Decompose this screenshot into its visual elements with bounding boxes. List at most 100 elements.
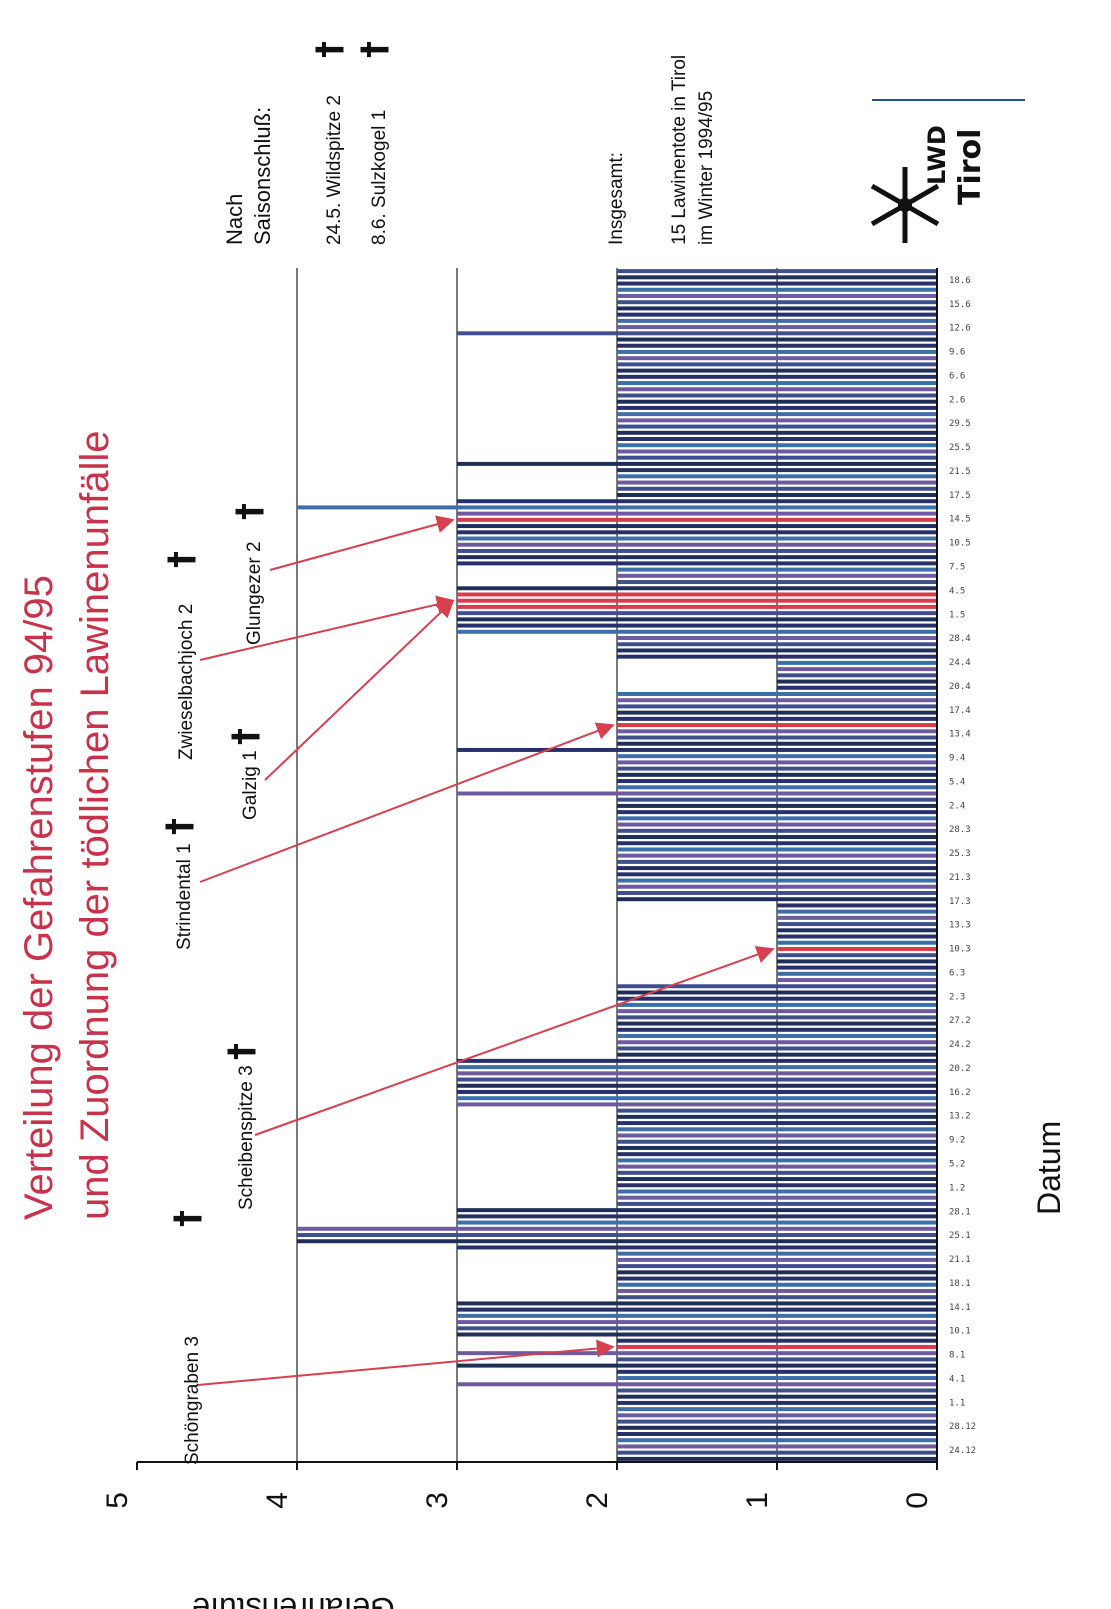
annotation-arrow [269, 515, 455, 571]
x-tick-label: 21.3 [949, 873, 971, 883]
bar [617, 897, 937, 902]
bar [617, 716, 937, 721]
bar [617, 698, 937, 703]
bar [777, 971, 937, 976]
x-tick-label: 13.3 [949, 921, 971, 931]
bar [457, 747, 937, 752]
bar [457, 1220, 937, 1225]
bar [617, 405, 937, 410]
bar [617, 1052, 937, 1057]
bar [617, 1419, 937, 1424]
bar [617, 381, 937, 386]
x-tick-label: 13.2 [949, 1112, 971, 1122]
x-tick-label: 5.4 [949, 777, 965, 787]
x-tick-label: 28.12 [949, 1422, 976, 1432]
bar [617, 412, 937, 417]
bar [457, 604, 937, 609]
x-tick-label: 25.3 [949, 849, 971, 859]
annotation-arrow [264, 599, 455, 781]
note-total-1: 15 Lawinentote in Tirol [669, 55, 690, 245]
y-tick-label: 1 [741, 1492, 774, 1509]
annotation-arrow [254, 945, 775, 1136]
bar [617, 573, 937, 578]
bar [617, 754, 937, 759]
bar [617, 828, 937, 833]
bar [777, 673, 937, 678]
bar [457, 1208, 937, 1213]
bar [617, 1432, 937, 1437]
x-tick-label: 18.1 [949, 1279, 971, 1289]
bar [617, 772, 937, 777]
bar [617, 704, 937, 709]
x-tick-label: 17.3 [949, 897, 971, 907]
bar [777, 903, 937, 908]
bar [617, 1413, 937, 1418]
bar [617, 866, 937, 871]
bar [617, 287, 937, 292]
annotation-scheibenspitze: Scheibenspitze 3 [236, 1065, 257, 1210]
bar [617, 393, 937, 398]
x-tick-label: 1.1 [949, 1398, 965, 1408]
bar [617, 1177, 937, 1182]
bar [617, 1288, 937, 1293]
bar [617, 741, 937, 746]
bar [617, 1400, 937, 1405]
bar [617, 567, 937, 572]
x-tick-label: 13.4 [949, 730, 971, 740]
bar [457, 1307, 937, 1312]
bar [617, 424, 937, 429]
bar [617, 306, 937, 311]
bar [457, 598, 937, 603]
cross-icon: † [225, 728, 265, 745]
bar [457, 1089, 937, 1094]
bar [617, 878, 937, 883]
bar [617, 343, 937, 348]
bar [457, 586, 937, 591]
bar [457, 1065, 937, 1070]
x-tick-label: 4.5 [949, 586, 965, 596]
bar [617, 1369, 937, 1374]
bar [617, 269, 937, 274]
bar [617, 1121, 937, 1126]
x-tick-label: 9.4 [949, 754, 965, 764]
bar [617, 1027, 937, 1032]
bar [617, 691, 937, 696]
note-after-season-heading-2: Saisonschluß: [250, 107, 275, 245]
cross-icon: † [229, 503, 269, 520]
annotation-arrow [197, 1339, 615, 1386]
bar [617, 735, 937, 740]
x-tick-label: 24.4 [949, 658, 971, 668]
bar [457, 1058, 937, 1063]
annotation-arrow [199, 722, 615, 883]
bar [617, 1357, 937, 1362]
bar [617, 368, 937, 373]
bar [617, 480, 937, 485]
bar [617, 1444, 937, 1449]
bar [617, 1456, 937, 1461]
bar [457, 511, 937, 516]
bar [457, 611, 937, 616]
bar [617, 642, 937, 647]
bar [457, 1214, 937, 1219]
x-tick-label: 4.1 [949, 1374, 965, 1384]
x-tick-label: 14.1 [949, 1303, 971, 1313]
bar [457, 1083, 937, 1088]
cross-icon: † [159, 818, 199, 835]
x-tick-label: 28.1 [949, 1207, 971, 1217]
bar [617, 785, 937, 790]
bar [617, 1009, 937, 1014]
bar [617, 847, 937, 852]
bar [457, 1071, 937, 1076]
bar [457, 524, 937, 529]
bar [617, 1264, 937, 1269]
bar [457, 1332, 937, 1337]
bar [617, 1276, 937, 1281]
annotation-arrow [199, 595, 455, 661]
annotation-glungezer: Glungezer 2 [244, 541, 265, 645]
bar [777, 978, 937, 983]
bar [777, 928, 937, 933]
note-total-2: im Winter 1994/95 [696, 91, 717, 245]
bar [297, 1226, 937, 1231]
x-tick-label: 24.12 [949, 1446, 976, 1456]
bar [617, 636, 937, 641]
